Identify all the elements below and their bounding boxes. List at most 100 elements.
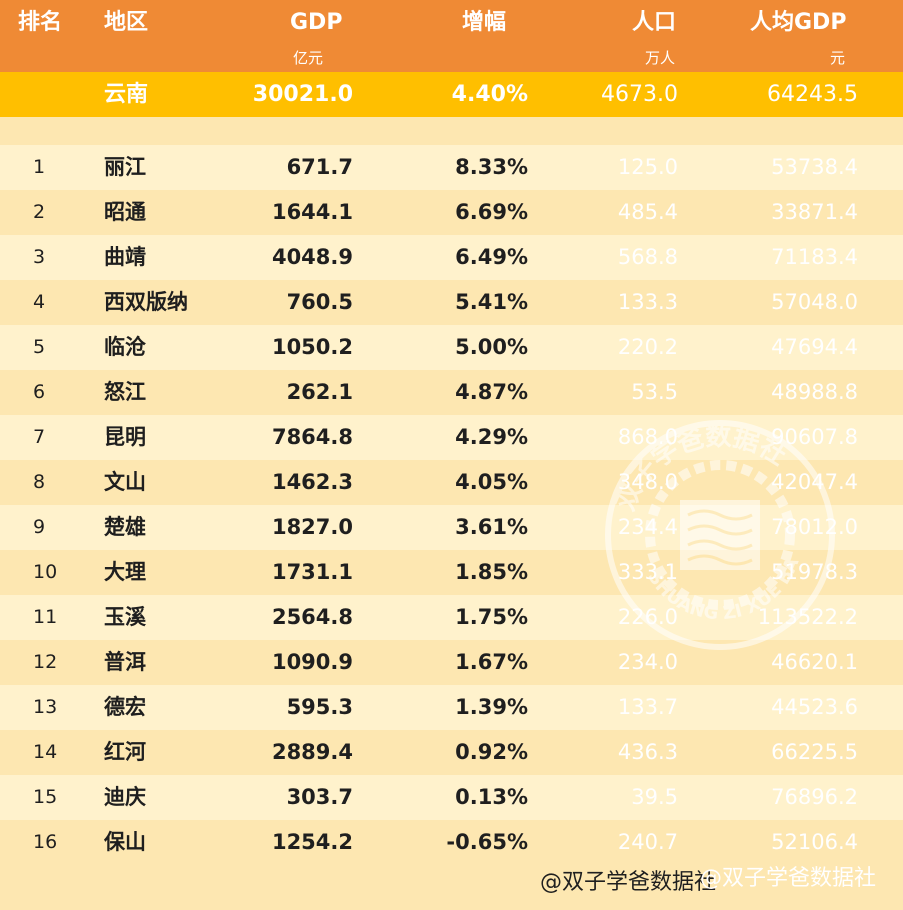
population-cell: 133.7 (617, 695, 678, 719)
total-region: 云南 (104, 82, 149, 107)
total-row: 云南 30021.0 4.40% 4673.0 64243.5 (0, 72, 903, 117)
population-cell: 125.0 (617, 155, 678, 179)
rank-cell: 4 (33, 291, 46, 313)
gdp-cell: 303.7 (286, 785, 353, 809)
per-capita-cell: 90607.8 (771, 425, 858, 449)
per-capita-cell: 47694.4 (771, 335, 858, 359)
population-cell: 485.4 (617, 200, 678, 224)
gdp-ranking-table: 排名 地区 GDP 亿元 增幅 人口 万人 人均GDP 元 云南 30021.0… (0, 0, 903, 865)
growth-cell: 4.29% (455, 425, 528, 449)
header-gdp: GDP (290, 10, 343, 35)
rank-cell: 8 (33, 471, 46, 493)
growth-cell: 1.85% (455, 560, 528, 584)
growth-cell: 5.00% (455, 335, 528, 359)
table-row: 13 德宏 595.3 1.39% 133.7 44523.6 (0, 685, 903, 730)
table-header: 排名 地区 GDP 亿元 增幅 人口 万人 人均GDP 元 (0, 0, 903, 72)
growth-cell: 1.75% (455, 605, 528, 629)
region-cell: 文山 (104, 470, 146, 494)
per-capita-cell: 53738.4 (771, 155, 858, 179)
rank-cell: 6 (33, 381, 46, 403)
population-cell: 234.4 (617, 515, 678, 539)
rank-cell: 2 (33, 201, 46, 223)
header-per-capita-unit: 元 (830, 49, 846, 67)
per-capita-cell: 33871.4 (771, 200, 858, 224)
growth-cell: 6.69% (455, 200, 528, 224)
growth-cell: 5.41% (455, 290, 528, 314)
population-cell: 53.5 (631, 380, 678, 404)
footer-credit-1: @双子学爸数据社 (540, 870, 717, 895)
table-row: 5 临沧 1050.2 5.00% 220.2 47694.4 (0, 325, 903, 370)
table-row: 14 红河 2889.4 0.92% 436.3 66225.5 (0, 730, 903, 775)
header-rank: 排名 (18, 10, 63, 35)
per-capita-cell: 46620.1 (771, 650, 858, 674)
region-cell: 西双版纳 (104, 290, 188, 314)
region-cell: 大理 (104, 560, 146, 584)
header-gdp-unit: 亿元 (293, 49, 324, 67)
table-row: 10 大理 1731.1 1.85% 333.1 51978.3 (0, 550, 903, 595)
growth-cell: 8.33% (455, 155, 528, 179)
table-row: 12 普洱 1090.9 1.67% 234.0 46620.1 (0, 640, 903, 685)
population-cell: 333.1 (617, 560, 678, 584)
region-cell: 昭通 (104, 200, 146, 224)
rank-cell: 11 (33, 606, 58, 628)
population-cell: 568.8 (617, 245, 678, 269)
growth-cell: 3.61% (455, 515, 528, 539)
table-row: 3 曲靖 4048.9 6.49% 568.8 71183.4 (0, 235, 903, 280)
gdp-cell: 1462.3 (271, 470, 353, 494)
gdp-cell: 1050.2 (271, 335, 353, 359)
growth-cell: 4.05% (455, 470, 528, 494)
growth-cell: 1.67% (455, 650, 528, 674)
rank-cell: 13 (33, 696, 58, 718)
rank-cell: 5 (33, 336, 46, 358)
table-row: 1 丽江 671.7 8.33% 125.0 53738.4 (0, 145, 903, 190)
growth-cell: 0.92% (455, 740, 528, 764)
per-capita-cell: 52106.4 (771, 830, 858, 854)
header-population-unit: 万人 (645, 49, 676, 67)
region-cell: 普洱 (104, 650, 146, 674)
region-cell: 昆明 (104, 425, 146, 449)
population-cell: 240.7 (617, 830, 678, 854)
total-gdp: 30021.0 (252, 82, 353, 107)
gdp-cell: 262.1 (286, 380, 353, 404)
gdp-cell: 4048.9 (271, 245, 353, 269)
population-cell: 234.0 (617, 650, 678, 674)
total-per-capita: 64243.5 (767, 82, 858, 107)
population-cell: 133.3 (617, 290, 678, 314)
region-cell: 保山 (104, 830, 146, 854)
rank-cell: 7 (33, 426, 46, 448)
total-population: 4673.0 (601, 82, 678, 107)
table-row: 9 楚雄 1827.0 3.61% 234.4 78012.0 (0, 505, 903, 550)
gdp-cell: 760.5 (286, 290, 353, 314)
per-capita-cell: 71183.4 (771, 245, 858, 269)
region-cell: 曲靖 (104, 245, 146, 269)
gdp-cell: 7864.8 (271, 425, 353, 449)
gdp-cell: 1090.9 (271, 650, 353, 674)
per-capita-cell: 76896.2 (771, 785, 858, 809)
rank-cell: 9 (33, 516, 46, 538)
region-cell: 丽江 (104, 155, 146, 179)
growth-cell: 6.49% (455, 245, 528, 269)
total-growth: 4.40% (451, 82, 528, 107)
gdp-cell: 1254.2 (271, 830, 353, 854)
header-population: 人口 (632, 10, 677, 35)
gdp-cell: 2889.4 (271, 740, 353, 764)
rank-cell: 16 (33, 831, 58, 853)
population-cell: 39.5 (631, 785, 678, 809)
table-row: 15 迪庆 303.7 0.13% 39.5 76896.2 (0, 775, 903, 820)
per-capita-cell: 48988.8 (771, 380, 858, 404)
region-cell: 怒江 (104, 380, 146, 404)
per-capita-cell: 66225.5 (771, 740, 858, 764)
table-row: 6 怒江 262.1 4.87% 53.5 48988.8 (0, 370, 903, 415)
rank-cell: 1 (33, 156, 46, 178)
per-capita-cell: 51978.3 (771, 560, 858, 584)
spacer-row (0, 117, 903, 145)
gdp-cell: 671.7 (286, 155, 353, 179)
region-cell: 临沧 (104, 335, 146, 359)
population-cell: 226.0 (617, 605, 678, 629)
data-rows: 1 丽江 671.7 8.33% 125.0 53738.4 2 昭通 1644.1 6.69% 4… (0, 145, 903, 865)
per-capita-cell: 44523.6 (771, 695, 858, 719)
per-capita-cell: 57048.0 (771, 290, 858, 314)
table-row: 16 保山 1254.2 -0.65% 240.7 52106.4 (0, 820, 903, 865)
footer-credit-2: @双子学爸数据社 (700, 866, 877, 891)
table-row: 8 文山 1462.3 4.05% 348.0 42047.4 (0, 460, 903, 505)
